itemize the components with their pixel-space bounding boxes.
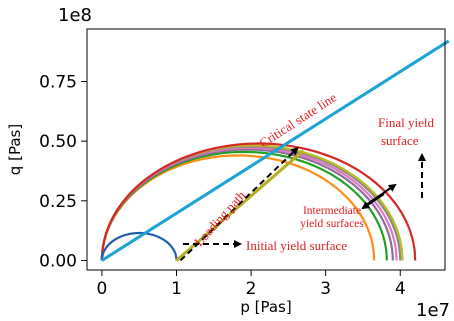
critical-state-line-label: Critical state line <box>256 89 339 150</box>
x-tick-label: 2 <box>246 279 257 299</box>
intermediate-yield-label-line1: Intermediate <box>303 205 361 217</box>
plot-frame <box>86 28 446 271</box>
plot-curves <box>100 39 450 262</box>
x-tick-label: 1 <box>171 279 182 299</box>
y-tick-label: 0.25 <box>39 192 77 212</box>
x-axis-offset-label: 1e7 <box>416 300 450 321</box>
intermediate-arrow-down <box>361 193 385 210</box>
final-yield-label-line2: surface <box>381 133 419 148</box>
x-tick-label: 4 <box>395 279 406 299</box>
y-axis-label: q [Pas] <box>6 124 24 175</box>
initial-yield-surface-label: Initial yield surface <box>246 238 347 253</box>
loading-direction-arrow <box>179 146 299 262</box>
y-tick-label: 0.75 <box>39 72 77 92</box>
intermediate-yield-label-line2: yield surfaces <box>300 218 364 230</box>
y-tick-label: 0.50 <box>39 132 77 152</box>
x-axis-label: p [Pas] <box>240 298 291 316</box>
loading-path-label: Loading path <box>191 187 249 249</box>
x-tick-label: 3 <box>320 279 331 299</box>
loading-path <box>175 149 305 262</box>
x-tick-label: 0 <box>97 279 108 299</box>
critical-state-line <box>101 39 450 262</box>
final-yield-label-line1: Final yield <box>378 115 434 130</box>
y-axis-offset-label: 1e8 <box>58 5 92 26</box>
axis-ticks: 0 1 2 3 4 0.00 0.25 0.50 0.75 <box>39 72 406 299</box>
initial-yield-surface <box>100 231 178 261</box>
yield-surface-7 <box>100 142 417 261</box>
y-tick-label: 0.00 <box>39 251 77 271</box>
